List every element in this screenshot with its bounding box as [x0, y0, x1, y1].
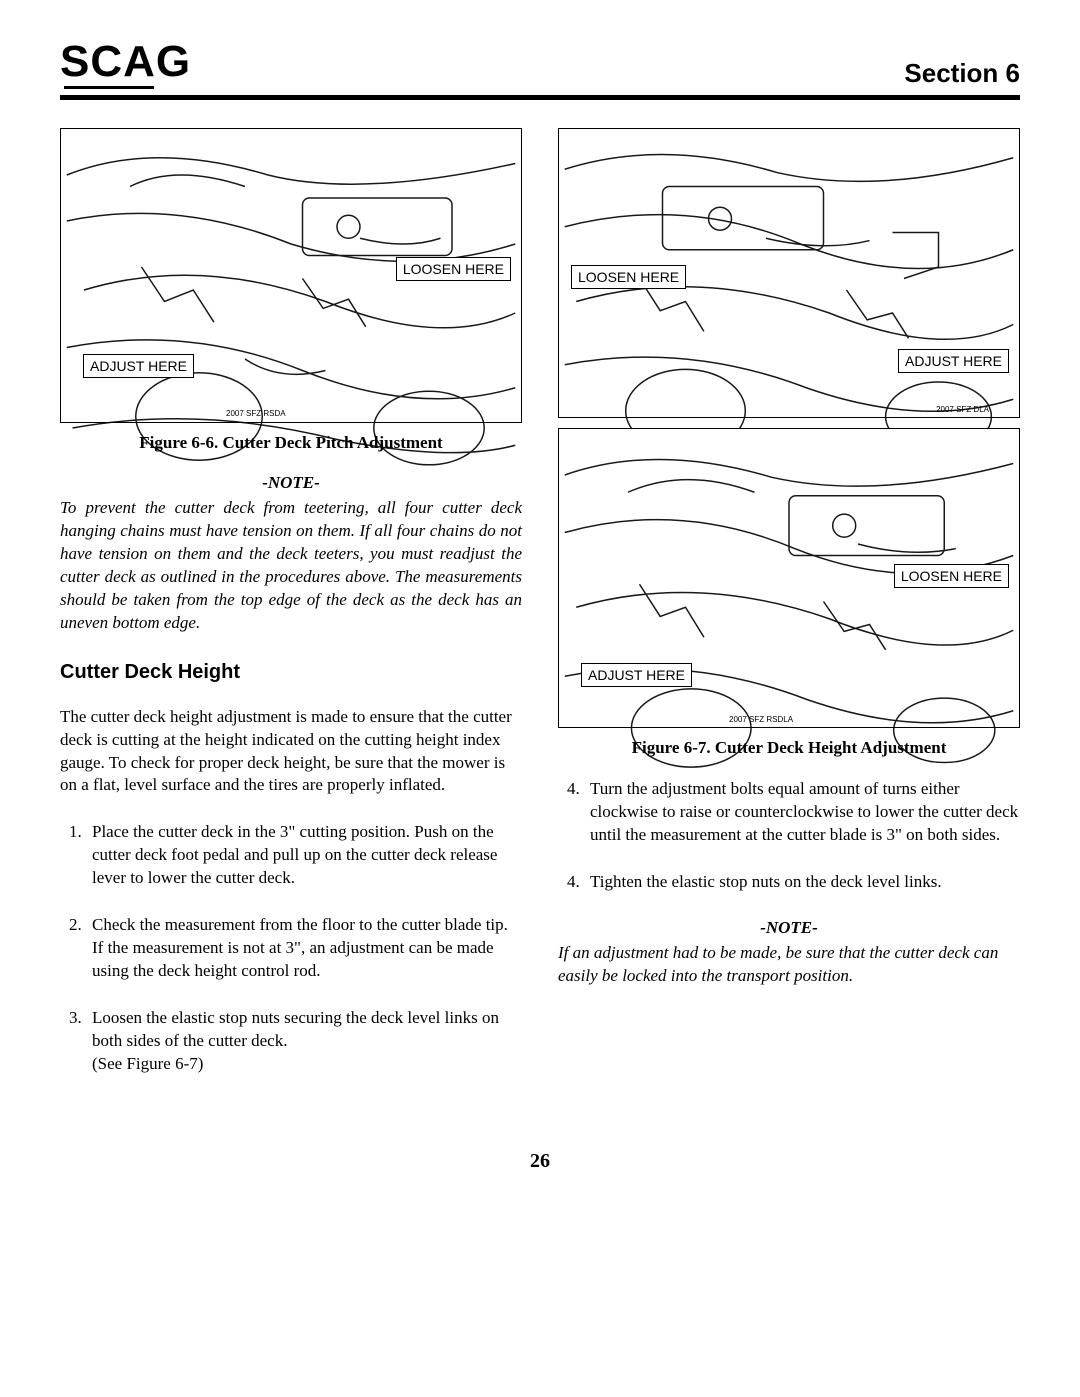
page-number: 26 [60, 1150, 1020, 1173]
steps-list-right: Turn the adjustment bolts equal amount o… [558, 778, 1020, 894]
callout-adjust-here: ADJUST HERE [898, 349, 1009, 373]
logo-text: SCAG [60, 40, 191, 84]
callout-loosen-here: LOOSEN HERE [571, 265, 686, 289]
cutter-deck-height-heading: Cutter Deck Height [60, 661, 522, 684]
callout-loosen-here: LOOSEN HERE [396, 257, 511, 281]
section-label: Section 6 [904, 58, 1020, 89]
figure-6-7-bottom-credit: 2007 SFZ RSDLA [729, 715, 793, 724]
steps-list-left: Place the cutter deck in the 3" cutting … [60, 821, 522, 1075]
note-2-body: If an adjustment had to be made, be sure… [558, 942, 1020, 988]
left-column: LOOSEN HERE ADJUST HERE 2007 SFZ RSDA Fi… [60, 128, 522, 1100]
figure-6-6-lineart [61, 129, 521, 468]
intro-paragraph: The cutter deck height adjustment is mad… [60, 706, 522, 798]
note-2-heading: -NOTE- [558, 918, 1020, 938]
logo: SCAG [60, 40, 191, 89]
figure-6-7-bottom: LOOSEN HERE ADJUST HERE 2007 SFZ RSDLA [558, 428, 1020, 728]
callout-adjust-here: ADJUST HERE [83, 354, 194, 378]
callout-adjust-here: ADJUST HERE [581, 663, 692, 687]
figure-6-7-top: LOOSEN HERE ADJUST HERE 2007 SFZ DLA [558, 128, 1020, 418]
right-column: LOOSEN HERE ADJUST HERE 2007 SFZ DLA [558, 128, 1020, 1100]
figure-6-6-credit: 2007 SFZ RSDA [226, 409, 286, 418]
note-1-heading: -NOTE- [60, 473, 522, 493]
figure-6-7-top-credit: 2007 SFZ DLA [936, 405, 989, 414]
page-header: SCAG Section 6 [60, 40, 1020, 100]
step-2: Check the measurement from the floor to … [86, 914, 522, 983]
step-4b: Tighten the elastic stop nuts on the dec… [584, 871, 1020, 894]
figure-6-6: LOOSEN HERE ADJUST HERE 2007 SFZ RSDA [60, 128, 522, 423]
note-1-body: To prevent the cutter deck from teeterin… [60, 497, 522, 635]
logo-underline [64, 86, 154, 89]
content-columns: LOOSEN HERE ADJUST HERE 2007 SFZ RSDA Fi… [60, 128, 1020, 1100]
callout-loosen-here: LOOSEN HERE [894, 564, 1009, 588]
step-1: Place the cutter deck in the 3" cutting … [86, 821, 522, 890]
step-4a: Turn the adjustment bolts equal amount o… [584, 778, 1020, 847]
step-3: Loosen the elastic stop nuts securing th… [86, 1007, 522, 1076]
